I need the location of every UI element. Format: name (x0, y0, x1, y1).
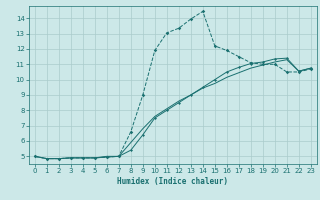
X-axis label: Humidex (Indice chaleur): Humidex (Indice chaleur) (117, 177, 228, 186)
